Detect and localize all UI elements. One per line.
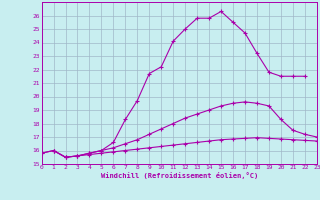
X-axis label: Windchill (Refroidissement éolien,°C): Windchill (Refroidissement éolien,°C) xyxy=(100,172,258,179)
